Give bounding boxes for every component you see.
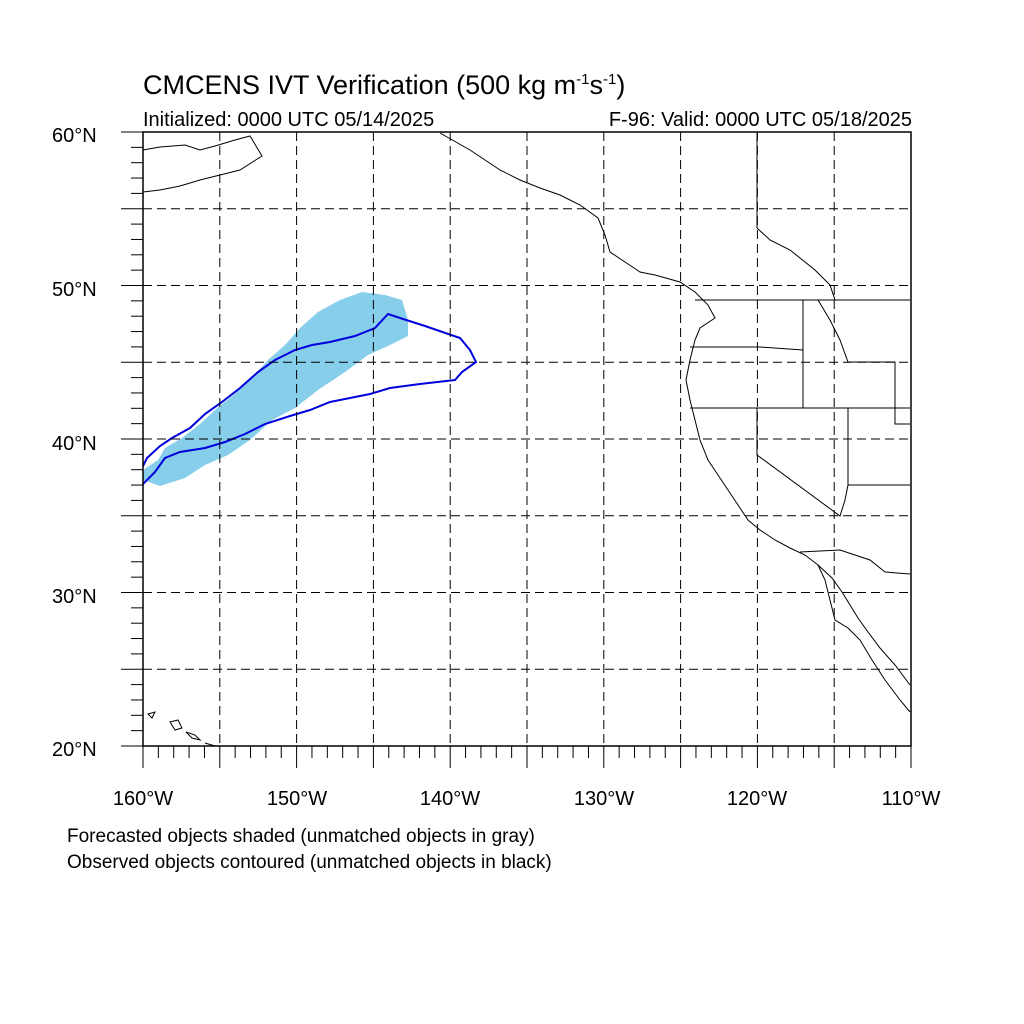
lon-label-140w: 140°W xyxy=(420,788,480,810)
gridlines xyxy=(143,132,911,746)
lon-label-120w: 120°W xyxy=(727,788,787,810)
forecast-object xyxy=(143,292,408,486)
lon-label-130w: 130°W xyxy=(574,788,634,810)
lon-label-150w: 150°W xyxy=(267,788,327,810)
political-borders xyxy=(690,132,911,575)
coastline-baja xyxy=(817,564,911,713)
lat-label-40: 40°N xyxy=(52,433,97,455)
forecast-caption: Forecasted objects shaded (unmatched obj… xyxy=(67,826,535,847)
lon-label-160w: 160°W xyxy=(113,788,173,810)
lon-label-110w: 110°W xyxy=(882,788,941,810)
valid-label: F-96: Valid: 0000 UTC 05/18/2025 xyxy=(608,109,912,131)
observed-object xyxy=(142,312,478,485)
lat-label-20: 20°N xyxy=(52,739,97,761)
lat-label-50: 50°N xyxy=(52,279,97,301)
coastline xyxy=(142,132,911,686)
initialized-label: Initialized: 0000 UTC 05/14/2025 xyxy=(143,109,435,131)
map-title: CMCENS IVT Verification (500 kg m-1s-1) xyxy=(143,70,626,100)
coastline-hawaii xyxy=(147,711,216,747)
lat-label-60: 60°N xyxy=(52,125,97,147)
observed-caption: Observed objects contoured (unmatched ob… xyxy=(67,852,552,873)
lat-label-30: 30°N xyxy=(52,586,97,608)
axis-ticks xyxy=(121,131,912,768)
